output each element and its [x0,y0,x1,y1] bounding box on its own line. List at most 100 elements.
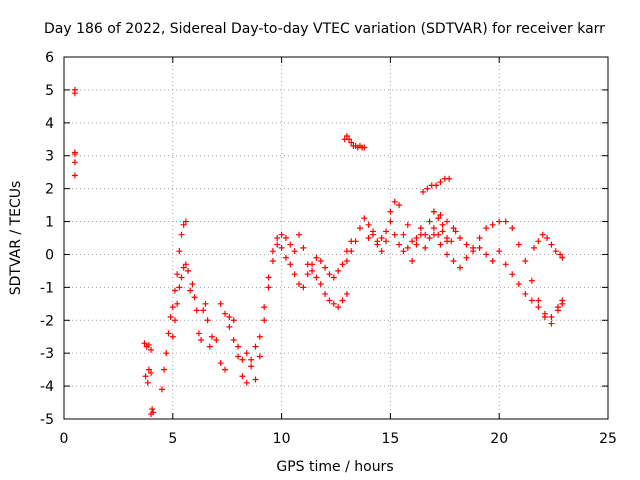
data-point [71,172,78,179]
data-point [145,366,152,373]
data-point [217,300,224,307]
data-point [182,261,189,268]
data-point [433,182,440,189]
x-axis-ticks: 0 5 10 15 20 25 [60,57,617,447]
data-point [150,409,157,416]
data-point [420,188,427,195]
data-point [282,235,289,241]
data-point [509,225,516,232]
data-point [435,215,442,222]
data-point [261,304,268,311]
data-point [559,254,566,261]
data-point [502,261,509,268]
data-point [178,274,185,281]
data-point [496,248,503,255]
data-point [509,271,516,278]
data-point [443,218,450,225]
data-point [396,202,403,209]
data-point [446,175,453,182]
data-point [489,258,496,265]
data-point [322,264,329,271]
y-tick-label: -3 [40,346,54,362]
data-point [400,248,407,255]
data-point [313,254,320,261]
data-point [443,251,450,258]
data-point [343,132,350,139]
x-tick-label: 10 [273,431,291,447]
data-point [365,221,372,228]
data-point [71,159,78,166]
data-point [450,258,457,265]
data-point [309,261,316,268]
data-point [522,258,529,265]
data-point [476,244,483,251]
data-point [322,290,329,297]
data-point [256,333,263,340]
data-point [167,313,174,320]
data-point [239,373,246,380]
data-point [457,235,464,241]
data-point [439,228,446,235]
data-point [274,241,281,248]
data-point [437,241,444,248]
data-point [396,241,403,248]
data-point [496,218,503,225]
data-point [483,225,490,232]
chart-title: Day 186 of 2022, Sidereal Day-to-day VTE… [44,21,605,37]
y-tick-label: -1 [40,280,54,296]
data-point [557,251,564,258]
data-point [413,235,420,241]
data-point [430,225,437,232]
data-point [391,231,398,238]
data-point [450,225,457,232]
y-axis-ticks: -5 -4 -3 -2 -1 0 1 2 3 4 5 6 [40,50,608,428]
data-point [230,337,237,344]
data-point [174,271,181,278]
data-point [265,274,272,281]
data-point [235,353,242,360]
data-point [300,244,307,251]
y-tick-label: 6 [45,50,54,66]
data-point [548,241,555,248]
data-point [142,373,149,380]
data-point [470,248,477,255]
data-point [535,297,542,304]
data-point [182,218,189,225]
data-point [430,208,437,215]
data-point [330,300,337,307]
data-point [282,254,289,261]
data-point [226,313,233,320]
data-point [148,346,155,353]
data-point [528,297,535,304]
data-point [265,284,272,291]
data-point [422,244,429,251]
data-point [374,241,381,248]
plot-frame [63,56,609,420]
y-tick-label: 4 [45,116,54,132]
data-point [548,313,555,320]
data-point [535,304,542,311]
x-tick-label: 0 [60,431,69,447]
data-point [391,198,398,205]
data-point [404,221,411,228]
data-point [71,90,78,97]
data-point [252,376,259,383]
data-point [554,304,561,311]
data-point [222,310,229,317]
data-point [171,317,178,324]
data-point [148,369,155,376]
data-point [256,353,263,360]
data-point [313,274,320,281]
data-point [71,151,78,158]
y-tick-label: 2 [45,182,54,198]
data-point [185,267,192,274]
data-series-sdtvar [71,86,566,418]
data-point [193,307,200,314]
data-point [169,304,176,311]
data-point [248,363,255,370]
data-point [296,231,303,238]
data-point [191,294,198,301]
data-point [317,281,324,288]
data-point [539,231,546,238]
data-point [204,317,211,324]
